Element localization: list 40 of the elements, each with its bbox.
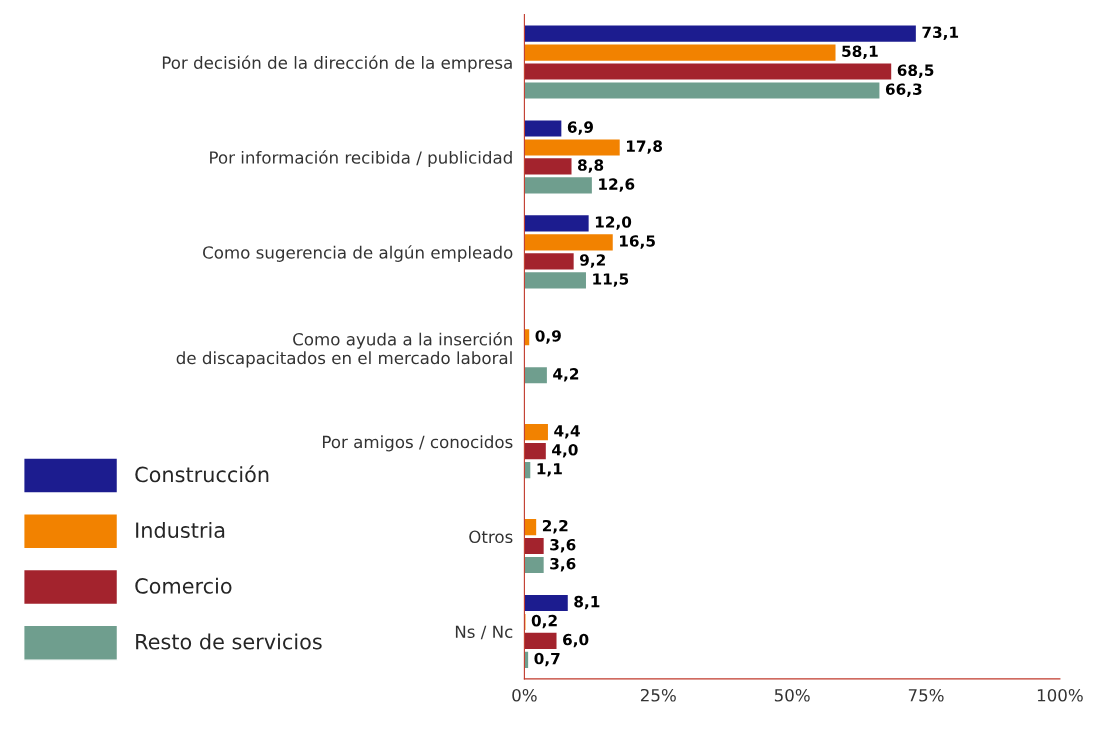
y-tick-label: Otros xyxy=(469,530,513,544)
y-tick-label: Por decisión de la dirección de la empresa xyxy=(162,55,512,73)
data-label: 73,1 xyxy=(922,26,959,40)
data-label: 3,6 xyxy=(550,538,576,553)
data-label: 4,0 xyxy=(552,444,578,458)
data-label: 12,6 xyxy=(599,178,635,192)
data-label: 4,4 xyxy=(554,425,580,439)
data-label: 3,6 xyxy=(550,557,576,572)
data-label: 4,2 xyxy=(553,368,579,382)
data-label: 6,0 xyxy=(563,633,589,648)
data-label: 58,1 xyxy=(842,45,878,59)
legend-label: Resto de servicios xyxy=(136,633,322,650)
data-label: 1,1 xyxy=(537,463,562,477)
data-label: 11,5 xyxy=(593,273,629,287)
legend-label: Construcción xyxy=(135,465,269,483)
x-tick-label: 100% xyxy=(1037,688,1083,702)
data-label: 12,0 xyxy=(595,216,632,230)
x-tick-label: 50% xyxy=(774,688,810,702)
data-label: 16,5 xyxy=(620,235,655,249)
y-tick-label: Por información recibida / publicidad xyxy=(210,150,512,168)
data-label: 6,9 xyxy=(567,121,593,135)
y-tick-label: Como ayuda a la inserción de discapacitados en el mercado laboral xyxy=(176,332,512,368)
x-tick-label: 25% xyxy=(640,688,676,702)
data-label: 0,9 xyxy=(535,330,561,344)
y-tick-label: Por amigos / conocidos xyxy=(323,435,513,452)
legend-label: Industria xyxy=(136,521,225,539)
x-tick-label: 0% xyxy=(512,688,537,702)
data-label: 0,2 xyxy=(531,614,557,629)
data-label: 17,8 xyxy=(626,140,663,154)
data-label: 0,7 xyxy=(534,652,560,667)
y-tick-label: Como sugerencia de algún empleado xyxy=(203,245,513,262)
x-tick-label: 75% xyxy=(908,688,944,702)
data-label: 8,1 xyxy=(574,595,600,610)
data-label: 68,5 xyxy=(897,64,934,78)
data-label: 66,3 xyxy=(885,83,922,97)
y-tick-label: Ns / Nc xyxy=(455,625,513,640)
data-label: 8,8 xyxy=(578,159,604,173)
data-label: 2,2 xyxy=(542,519,568,534)
legend-label: Comercio xyxy=(135,577,232,594)
data-label: 9,2 xyxy=(580,254,605,268)
